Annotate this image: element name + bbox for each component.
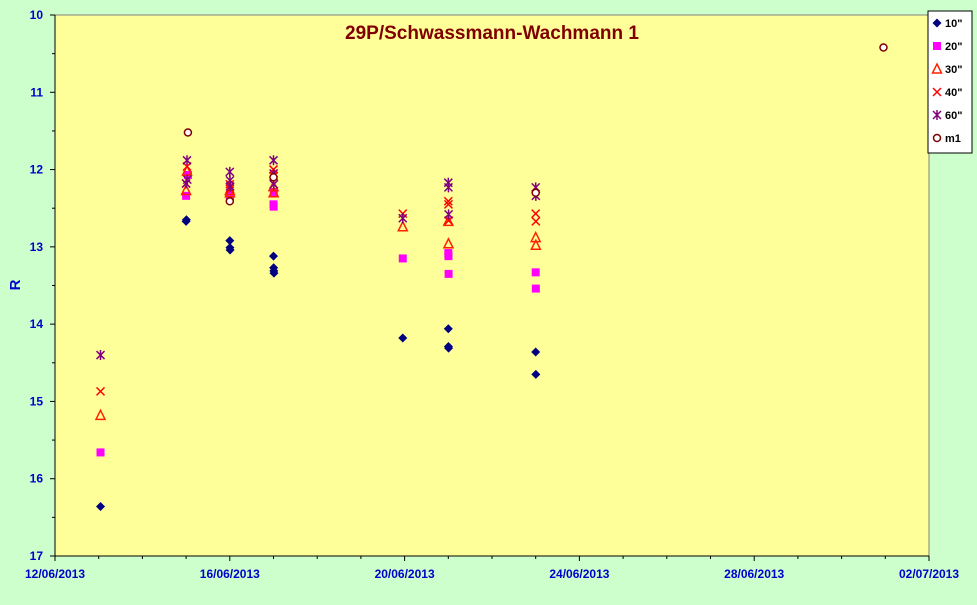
data-point	[269, 173, 278, 182]
data-point	[397, 220, 409, 232]
data-point	[398, 254, 407, 263]
y-tick-label: 15	[30, 394, 44, 408]
data-point	[398, 333, 408, 343]
data-point	[444, 269, 453, 278]
data-point	[444, 252, 453, 261]
legend-label: m1	[945, 133, 961, 145]
legend-marker	[932, 18, 942, 28]
legend-marker	[932, 133, 942, 143]
series-10	[96, 215, 541, 512]
legend-marker	[932, 110, 942, 120]
legend-box	[927, 10, 973, 154]
y-tick-label: 12	[30, 163, 44, 177]
y-tick-label: 10	[30, 8, 44, 22]
legend-marker	[933, 42, 941, 50]
data-point	[531, 284, 540, 293]
y-axis-label: R	[7, 279, 24, 290]
data-point	[225, 166, 235, 177]
data-point	[444, 209, 454, 220]
data-point	[442, 237, 455, 249]
data-point	[398, 213, 408, 224]
data-point	[182, 174, 192, 185]
x-tick-label: 12/06/2013	[25, 567, 85, 581]
data-point	[96, 448, 105, 457]
data-point	[531, 216, 541, 226]
data-point	[879, 43, 888, 52]
legend-label: 30"	[945, 64, 962, 76]
y-tick-label: 17	[30, 549, 44, 563]
data-point	[269, 251, 278, 261]
data-point	[183, 128, 193, 137]
x-tick-label: 02/07/2013	[899, 567, 959, 581]
x-tick-label: 28/06/2013	[724, 567, 784, 581]
data-point	[267, 186, 280, 198]
data-point	[96, 502, 106, 512]
legend-marker	[931, 62, 943, 74]
data-point	[443, 182, 453, 193]
y-tick-label: 11	[30, 85, 43, 99]
data-point	[268, 155, 279, 166]
x-tick-label: 24/06/2013	[549, 567, 609, 581]
data-point	[182, 191, 191, 200]
data-point	[225, 197, 235, 206]
data-point	[530, 238, 542, 251]
y-tick-label: 13	[30, 240, 44, 254]
x-tick-label: 20/06/2013	[375, 567, 435, 581]
data-point	[442, 214, 455, 227]
legend-marker	[932, 87, 942, 97]
axes: 10 11 12 13 14 15 16 17 12/06/2013 16/06/2013 20/0…	[25, 8, 959, 581]
plot-area	[54, 14, 930, 557]
legend-label: 20"	[945, 41, 962, 53]
data-point	[531, 268, 540, 277]
data-point	[225, 245, 235, 255]
legend-label: 10"	[945, 18, 962, 30]
y-tick-label: 14	[30, 317, 44, 331]
data-point	[225, 181, 235, 192]
data-point	[269, 202, 278, 211]
y-tick-label: 16	[30, 472, 44, 486]
data-points	[94, 43, 888, 512]
legend: 10" 20" 30" 40" 60" m1	[927, 10, 973, 154]
data-point	[444, 343, 454, 353]
x-tick-label: 16/06/2013	[200, 567, 260, 581]
data-point	[224, 186, 236, 198]
data-point	[531, 188, 540, 198]
data-point	[531, 209, 541, 219]
legend-label: 40"	[945, 87, 962, 99]
data-point	[181, 215, 191, 225]
series-m1	[183, 43, 888, 206]
data-point	[443, 196, 453, 206]
data-point	[95, 350, 106, 361]
data-point	[94, 408, 107, 421]
data-point	[225, 236, 235, 246]
data-point	[269, 187, 278, 196]
data-point	[531, 369, 541, 379]
data-point	[182, 155, 192, 166]
data-point	[531, 347, 541, 357]
data-point	[95, 386, 106, 396]
data-point	[269, 268, 279, 278]
data-point	[180, 183, 192, 196]
chart-title: 29P/Schwassmann-Wachmann 1	[345, 23, 639, 44]
data-point	[443, 199, 453, 209]
data-point	[443, 324, 453, 334]
legend-label: 60"	[945, 110, 962, 122]
